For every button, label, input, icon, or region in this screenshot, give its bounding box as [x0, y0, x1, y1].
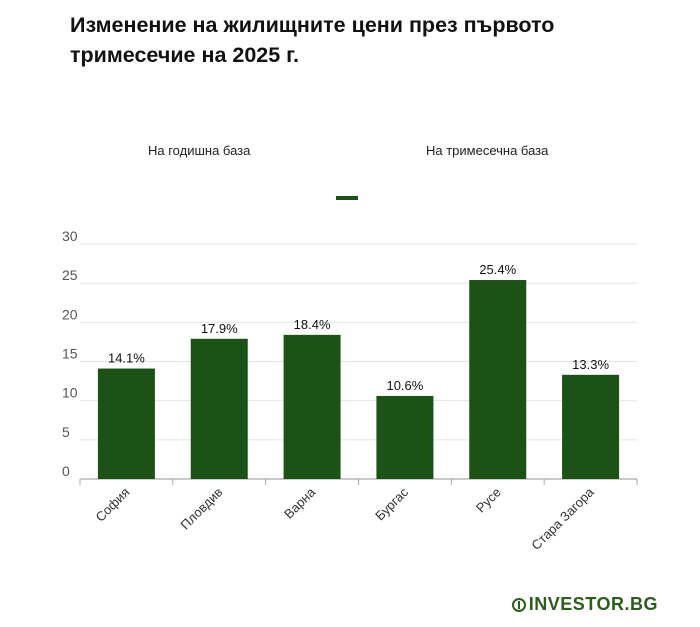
y-tick-label: 20 [62, 306, 78, 322]
data-label: 25.4% [479, 262, 516, 277]
data-label: 13.3% [572, 357, 609, 372]
data-label: 14.1% [108, 351, 145, 366]
data-label: 17.9% [201, 321, 238, 336]
logo-icon [511, 597, 526, 612]
investor-bg-logo: INVESTOR.BG [511, 594, 658, 615]
x-tick-label: София [92, 485, 132, 525]
chart-title: Изменение на жилищните цени през първото… [70, 13, 555, 67]
y-tick-label: 30 [62, 228, 78, 244]
bar [97, 368, 155, 479]
bar [376, 395, 434, 479]
y-tick-label: 0 [62, 463, 70, 479]
y-tick-label: 5 [62, 424, 70, 440]
legend-swatch [336, 196, 358, 200]
y-tick-label: 10 [62, 385, 78, 401]
tab-annual[interactable]: На годишна база [148, 143, 251, 158]
bar [190, 338, 248, 479]
x-tick-label: Бургас [372, 484, 411, 523]
bar [283, 334, 341, 479]
bar [562, 374, 620, 479]
y-tick-label: 15 [62, 346, 78, 362]
x-tick-label: Варна [281, 484, 319, 522]
y-tick-label: 25 [62, 267, 78, 283]
data-label: 10.6% [386, 378, 423, 393]
x-tick-label: Стара Загора [528, 484, 597, 553]
bar [469, 280, 527, 479]
data-label: 18.4% [294, 317, 331, 332]
x-tick-label: Пловдив [177, 484, 225, 532]
x-tick-label: Русе [473, 485, 504, 516]
tab-quarterly[interactable]: На тримесечна база [426, 143, 549, 158]
logo-text: INVESTOR.BG [528, 594, 658, 614]
